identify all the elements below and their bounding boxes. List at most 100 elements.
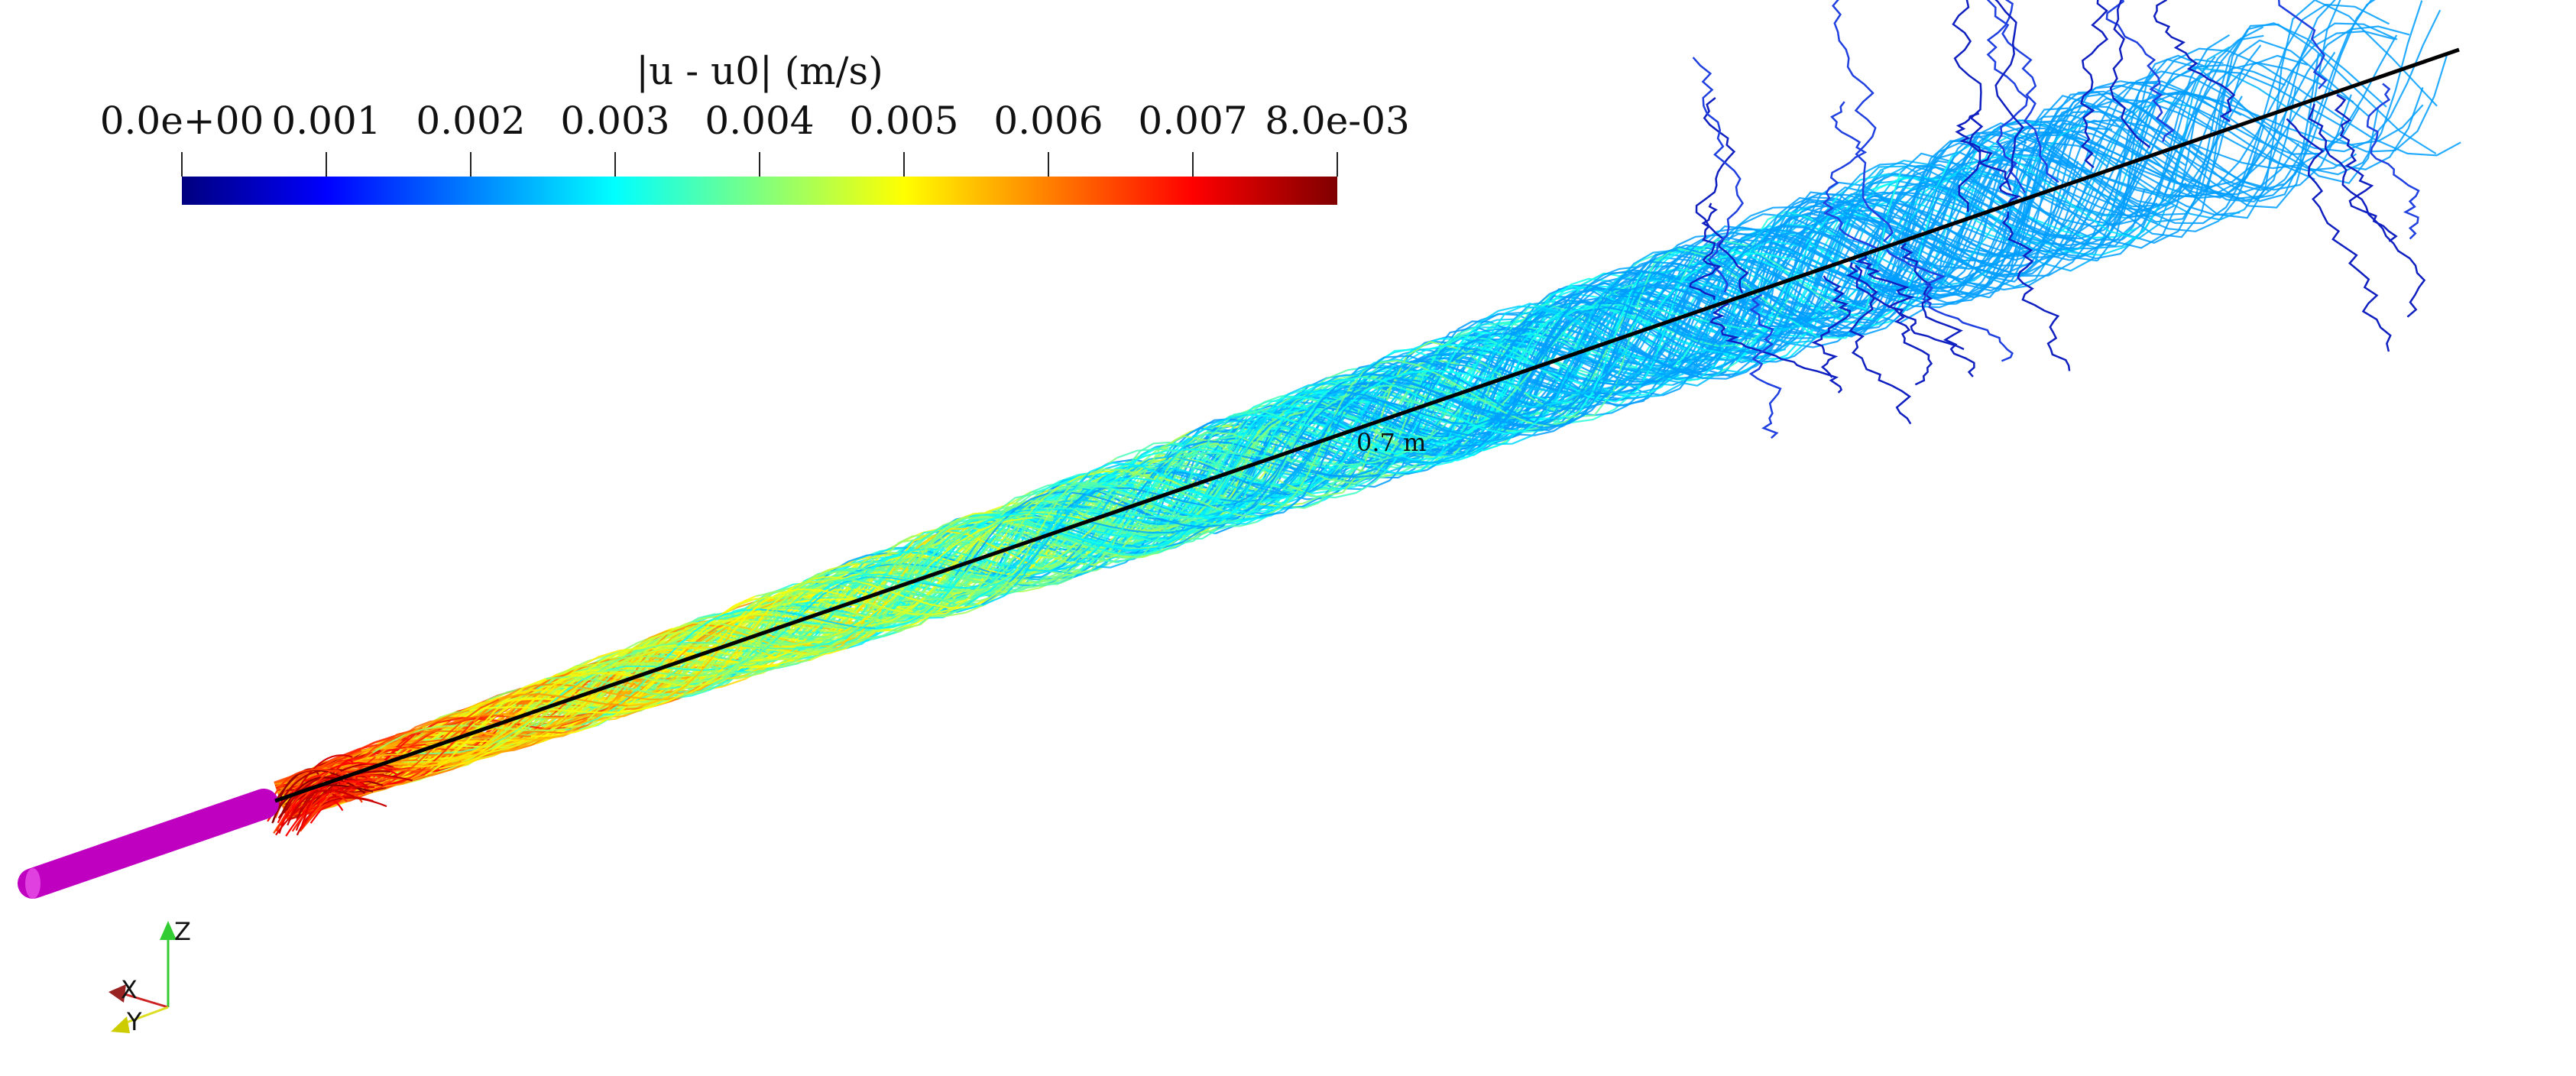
streamline xyxy=(1350,359,1462,388)
streamline xyxy=(1638,246,1810,325)
streamline xyxy=(1123,516,1230,531)
streamline xyxy=(1644,345,1755,374)
streamline xyxy=(1483,285,1568,402)
streamline xyxy=(1541,275,1621,419)
streamline xyxy=(1619,288,1789,339)
streamline xyxy=(1499,303,1626,352)
streamline xyxy=(954,510,1068,562)
streamline xyxy=(1460,386,1580,427)
streamline xyxy=(2284,0,2376,180)
streamline xyxy=(1968,144,2098,270)
streamline xyxy=(2118,58,2224,217)
streamline xyxy=(1415,352,1536,368)
streamline xyxy=(1448,332,1594,410)
streamline xyxy=(1333,384,1505,406)
streamline xyxy=(2255,104,2424,146)
outlet-streamline xyxy=(2278,0,2328,89)
streamline xyxy=(1902,134,1981,313)
streamline xyxy=(817,569,983,607)
streamline xyxy=(2306,0,2423,176)
streamline xyxy=(1202,401,1334,518)
tick-label: 0.001 xyxy=(271,99,381,143)
streamline xyxy=(1964,122,2088,264)
streamline xyxy=(1857,222,2006,293)
streamline xyxy=(2014,80,2121,241)
streamline xyxy=(633,655,770,667)
streamline xyxy=(402,713,519,768)
streamline xyxy=(842,594,971,615)
streamline xyxy=(2311,0,2373,141)
streamline xyxy=(1940,120,2053,299)
streamline xyxy=(2130,122,2305,191)
streamline xyxy=(1787,198,1933,248)
streamline xyxy=(893,510,1032,607)
outlet-streamline xyxy=(1832,0,1894,242)
streamline xyxy=(1279,383,1400,416)
streamline xyxy=(2188,54,2309,195)
streamline xyxy=(2018,127,2192,190)
outlet-streamline xyxy=(1855,254,1965,351)
streamline xyxy=(1689,293,1859,348)
streamline xyxy=(1761,196,1942,284)
streamline xyxy=(874,570,1006,601)
streamline xyxy=(1324,397,1477,426)
streamline xyxy=(1025,463,1156,567)
inlet-swirl xyxy=(275,786,375,836)
streamline xyxy=(627,634,731,707)
streamline xyxy=(1411,383,1537,416)
streamline xyxy=(498,693,628,707)
streamline xyxy=(374,709,470,758)
streamline xyxy=(1201,388,1327,518)
streamline xyxy=(1084,448,1222,497)
outlet-streamline xyxy=(1822,101,1878,250)
streamline xyxy=(989,500,1126,534)
streamline xyxy=(1099,477,1220,501)
streamline xyxy=(769,569,873,663)
streamline xyxy=(1666,213,1764,380)
streamline xyxy=(580,643,737,685)
outlet-streamline xyxy=(2286,118,2392,352)
streamline xyxy=(1437,400,1518,458)
streamline xyxy=(586,621,721,722)
streamline xyxy=(1464,332,1610,376)
outlet-streamline xyxy=(1811,275,1852,378)
x-label: X xyxy=(121,975,138,1004)
streamline xyxy=(517,672,640,715)
streamline xyxy=(1679,238,1849,315)
streamline xyxy=(701,614,797,676)
outlet-streamline xyxy=(1886,248,2014,362)
streamline xyxy=(1609,300,1719,383)
streamline xyxy=(2216,22,2387,108)
z-label: Z xyxy=(174,917,191,946)
outlet-streamline xyxy=(1709,303,1843,394)
outlet-streamline xyxy=(2105,0,2176,142)
outlet-streamline xyxy=(1689,203,1722,300)
outlet-streamline xyxy=(2109,0,2151,148)
y-arrow xyxy=(111,1016,130,1033)
streamline xyxy=(1930,119,2049,270)
outlet-streamline xyxy=(1748,293,1782,439)
streamline xyxy=(1471,303,1634,379)
streamline xyxy=(2273,25,2410,137)
outlet-streamline xyxy=(1986,0,2059,183)
streamline xyxy=(1984,107,2069,289)
streamline xyxy=(1126,455,1234,542)
outlet-streamline xyxy=(1955,112,2021,203)
streamline xyxy=(831,571,933,583)
streamline xyxy=(1033,517,1202,552)
streamline xyxy=(1464,304,1597,405)
outlet-streamline xyxy=(2334,94,2398,242)
streamline xyxy=(2056,84,2214,130)
streamline xyxy=(579,642,679,686)
streamline xyxy=(1281,386,1352,508)
streamline xyxy=(1829,236,1978,290)
streamline xyxy=(2153,87,2297,203)
streamline xyxy=(1846,212,2027,267)
streamline xyxy=(1081,475,1160,571)
streamline xyxy=(1408,335,1556,413)
streamline xyxy=(2197,66,2380,184)
streamline xyxy=(1496,354,1659,394)
outlet-streamline xyxy=(1900,242,1975,378)
streamline xyxy=(969,487,1060,598)
streamline xyxy=(1000,508,1120,518)
